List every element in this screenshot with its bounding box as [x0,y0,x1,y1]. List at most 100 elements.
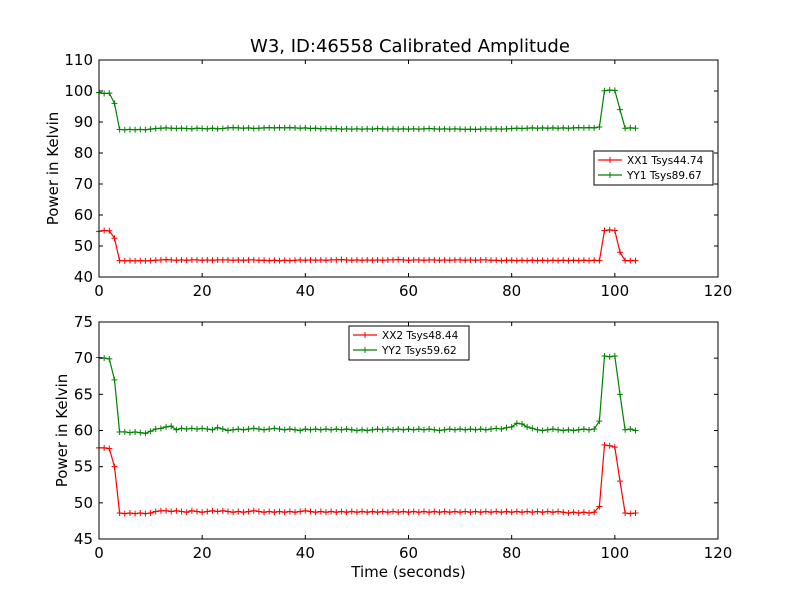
y-tick-label: 70 [74,349,93,367]
data-point [390,256,397,263]
data-point [286,426,293,433]
data-point [426,125,433,132]
data-point [518,257,525,264]
data-point [482,256,489,263]
data-point [405,126,412,133]
data-point [147,257,154,264]
data-point [616,249,623,256]
data-point [328,426,335,433]
data-point [312,426,319,433]
x-tick-label: 0 [94,544,104,562]
data-point [451,256,458,263]
y-tick-label: 50 [74,237,93,255]
data-point [555,426,562,433]
data-point [534,508,541,515]
data-point [121,510,128,517]
data-point [493,125,500,132]
chart-title: W3, ID:46558 Calibrated Amplitude [250,36,570,57]
y-tick-label: 110 [64,51,93,69]
data-point [132,126,139,133]
data-point [575,257,582,264]
data-point [395,126,402,133]
data-point [188,507,195,514]
data-point [457,126,464,133]
data-point [194,256,201,263]
data-point [317,426,324,433]
data-point [446,426,453,433]
data-point [250,425,257,432]
data-point [379,257,386,264]
data-point [199,125,206,132]
data-point [157,425,164,432]
data-point [121,257,128,264]
data-point [343,256,350,263]
data-point [606,353,613,360]
data-point [446,509,453,516]
data-point [374,256,381,263]
data-point [390,125,397,132]
data-point [219,256,226,263]
x-tick-label: 60 [399,544,418,562]
data-point [606,442,613,449]
data-point [586,509,593,516]
data-point [353,125,360,132]
data-point [513,508,520,515]
data-point [488,126,495,133]
data-point [493,508,500,515]
data-point [364,427,371,434]
data-point [322,426,329,433]
data-point [230,124,237,131]
data-point [194,426,201,433]
data-point [539,257,546,264]
data-point [126,126,133,133]
data-point [178,425,185,432]
data-point [338,426,345,433]
data-point [591,257,598,264]
data-point [307,125,314,132]
y-tick-label: 55 [74,458,93,476]
legend-label: YY1 Tsys89.67 [626,170,702,182]
data-point [338,126,345,133]
data-point [565,257,572,264]
data-point [204,256,211,263]
data-point [132,257,139,264]
data-point [132,428,139,435]
x-tick-label: 80 [502,282,521,300]
x-tick-label: 100 [601,282,630,300]
data-point [348,126,355,133]
data-point [446,126,453,133]
data-point [111,376,118,383]
data-point [163,423,170,430]
data-point [570,257,577,264]
data-point [137,257,144,264]
data-point [570,509,577,516]
legend-label: YY2 Tsys59.62 [381,345,457,357]
data-point [482,125,489,132]
data-point [575,509,582,516]
data-point [586,124,593,131]
data-point [281,124,288,131]
data-point [503,424,510,431]
data-point [462,508,469,515]
data-point [415,509,422,516]
data-point [482,508,489,515]
data-point [302,507,309,514]
data-point [111,100,118,107]
data-point [616,391,623,398]
data-point [328,256,335,263]
data-point [565,509,572,516]
data-point [565,125,572,132]
data-point [451,426,458,433]
data-point [565,426,572,433]
data-point [508,125,515,132]
data-point [477,509,484,516]
x-tick-label: 40 [296,544,315,562]
data-point [601,87,608,94]
data-point [441,426,448,433]
data-point [116,126,123,133]
data-point [529,425,536,432]
data-point [457,256,464,263]
data-point [364,256,371,263]
data-point [560,509,567,516]
x-tick-label: 80 [502,544,521,562]
